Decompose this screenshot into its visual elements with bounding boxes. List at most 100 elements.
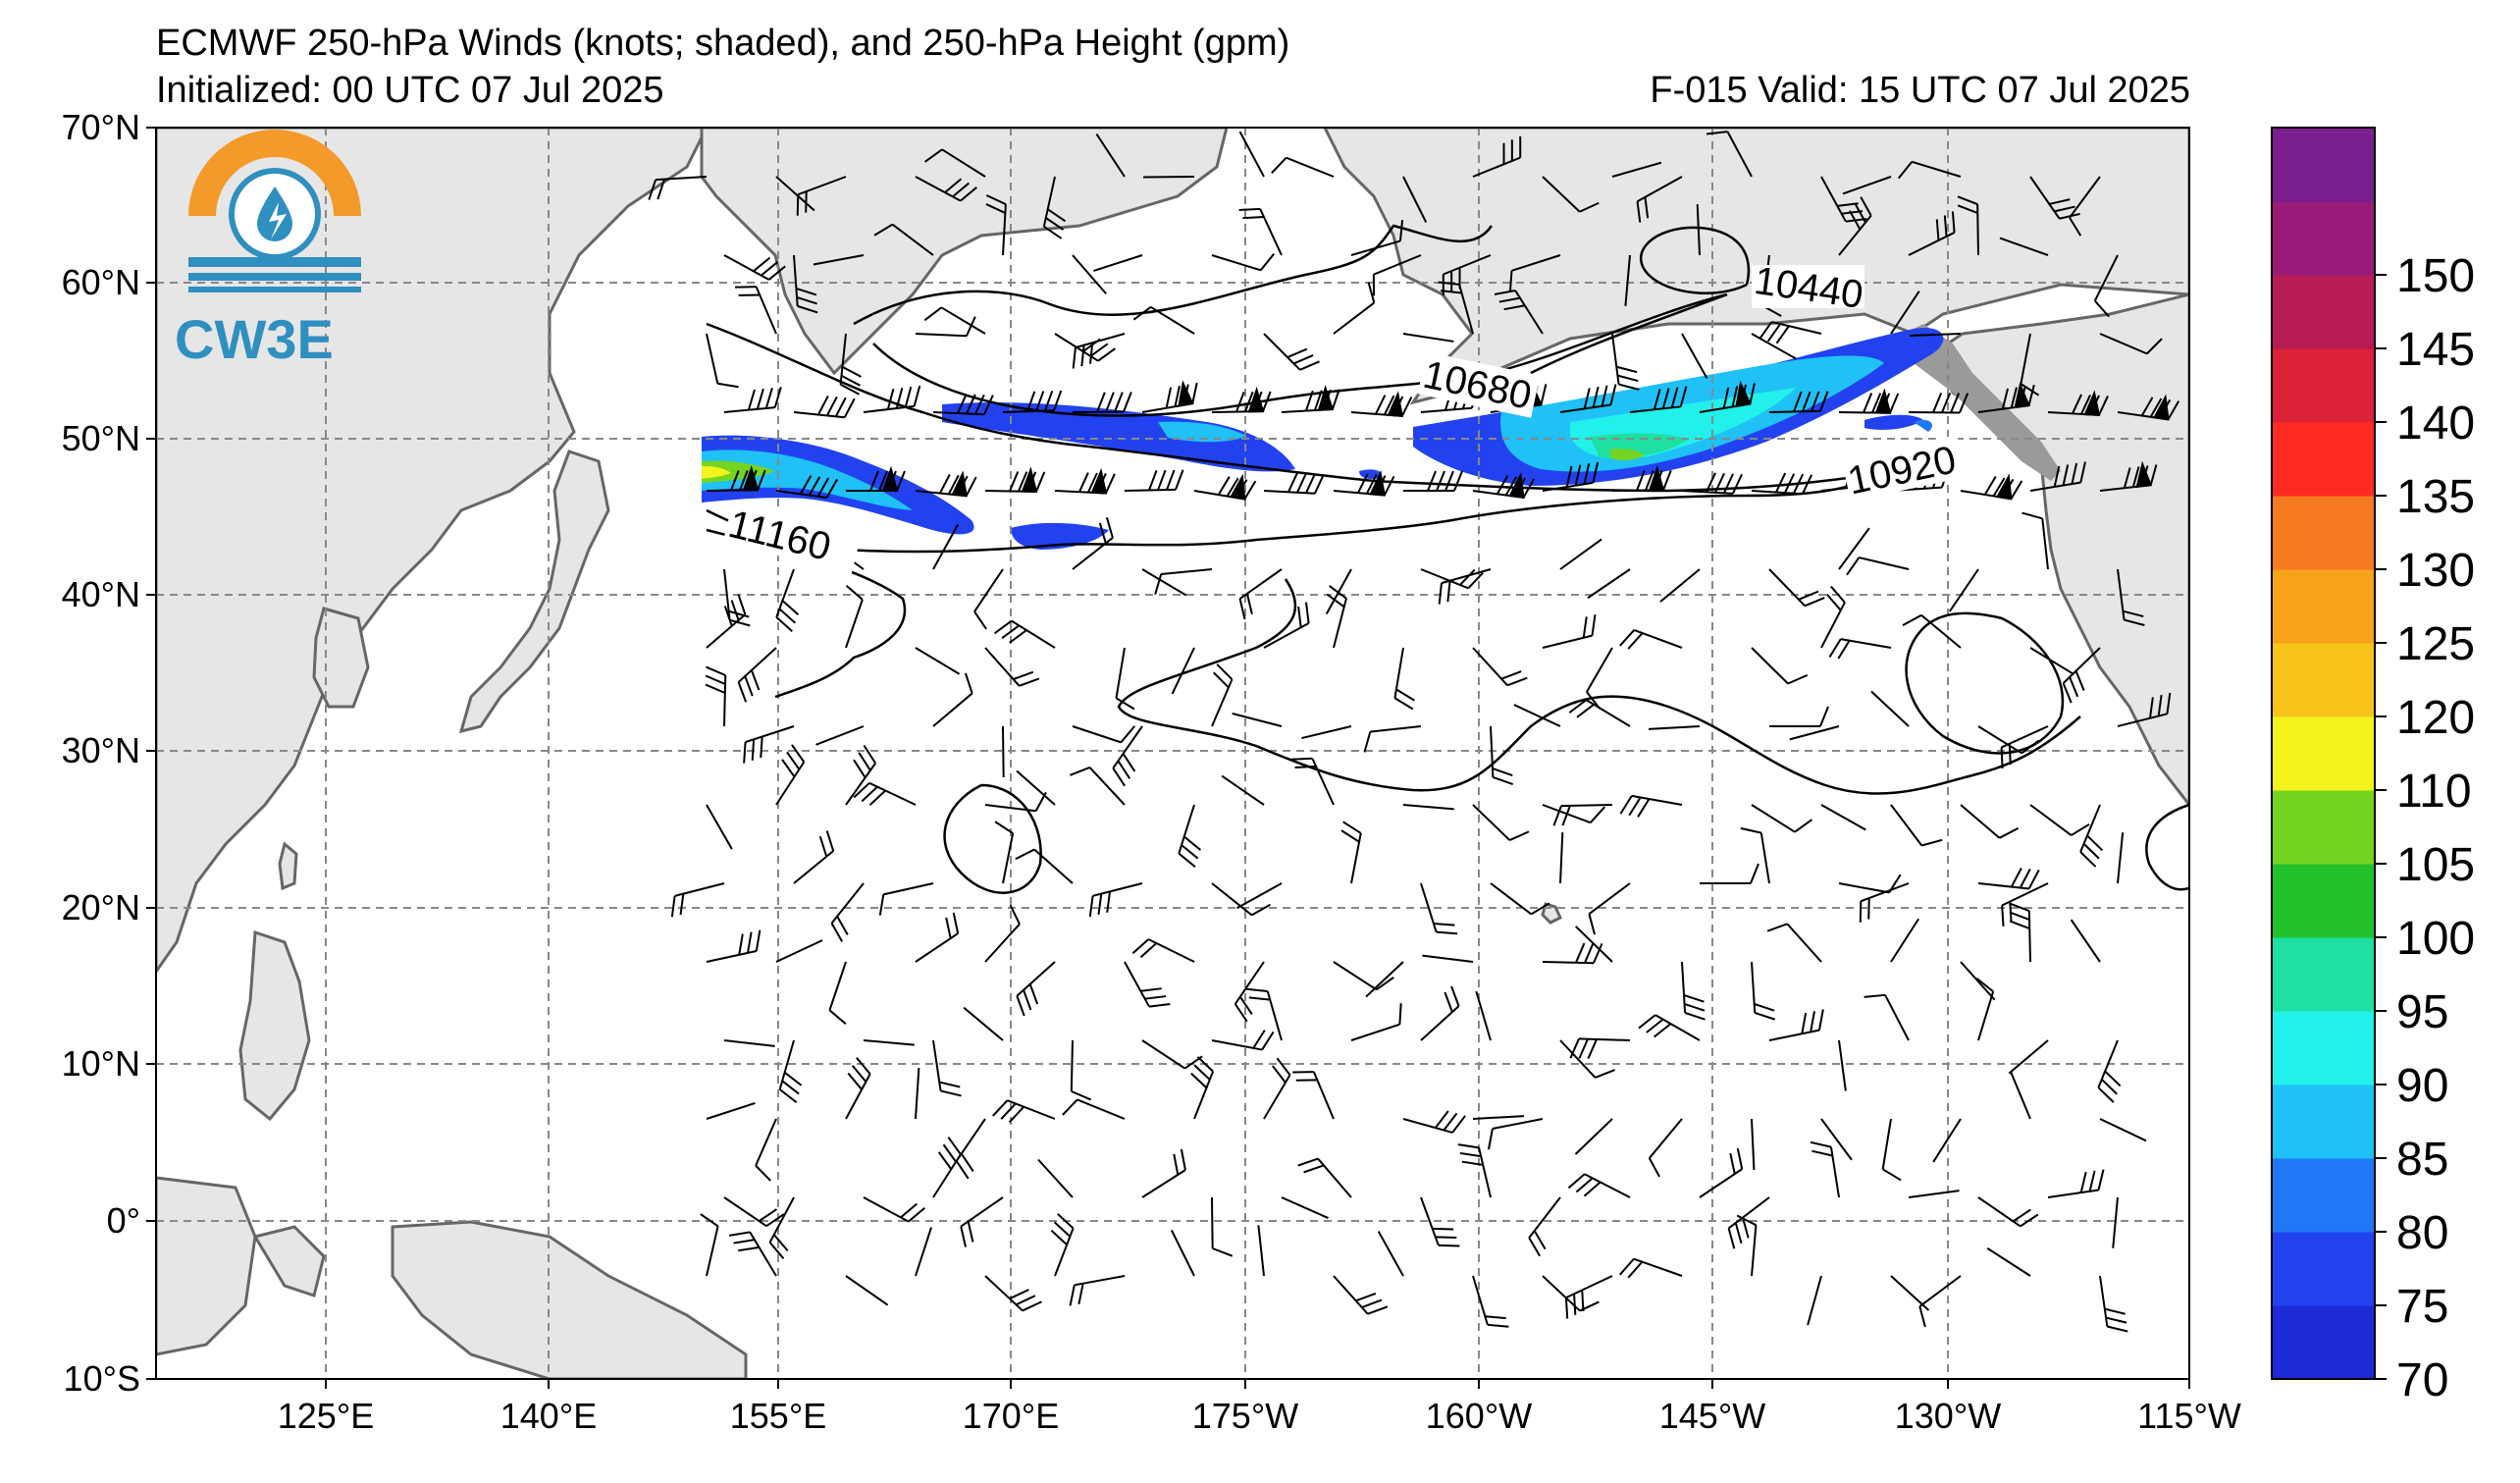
wind-barb [1619,629,1683,650]
wind-barb [2020,333,2040,397]
wind-barb [1297,1157,1352,1198]
wind-barb [1131,938,1195,963]
wind-barb [1681,333,1708,379]
wind-barb [1062,1098,1126,1120]
wind-barb [2117,568,2145,626]
wind-barb [1986,1247,2031,1277]
wind-barb [1238,207,1283,256]
colorbar-tick-label: 125 [2396,618,2475,670]
wind-barb [2010,1071,2031,1120]
wind-barb [1838,388,1900,414]
wind-barb [1559,384,1617,413]
wind-barb [1727,1196,1770,1249]
lat-label: 10°N [62,1043,140,1084]
lat-label: 60°N [62,262,140,302]
wind-barb [1333,961,1394,991]
wind-barb [845,1057,871,1120]
wind-barb [1542,614,1597,649]
wind-barb [1271,156,1335,178]
wind-barb [923,306,986,335]
wind-barb [1072,725,1136,744]
wind-barb [1069,1275,1126,1306]
wind-barb [706,929,761,963]
wind-barb [1789,725,1840,741]
wind-barb [768,1196,795,1260]
wind-barb [670,882,725,918]
wind-barb [2099,460,2158,492]
wind-barb [1624,254,1631,306]
colorbar-segment [2272,1305,2375,1380]
wind-barb [1372,254,1422,296]
wind-barb [1842,176,1892,195]
colorbar-segment [2272,1011,2375,1086]
wind-barb [1681,961,1706,1021]
wind-barb [1211,663,1234,727]
wind-barb [1072,254,1107,294]
wind-barb [1957,195,1979,256]
wind-barb [923,148,986,178]
lon-label: 170°E [963,1396,1059,1436]
wind-barb [1977,868,2040,890]
wind-barb [1696,204,1701,256]
wind-barb [1768,706,1829,728]
wind-barb [915,912,960,963]
wind-barb [755,1118,777,1182]
wind-barb [1768,391,1829,413]
wind-barb [2099,333,2163,355]
wind-barb [1706,131,1753,178]
wind-barb [1402,804,1454,811]
land-mass [238,929,311,1122]
wind-barb [1574,926,1613,963]
wind-barb [1170,1229,1195,1277]
wind-barb [1042,176,1067,239]
wind-barb [1050,1213,1075,1277]
wind-barb [915,1227,932,1277]
wind-barb [915,470,977,498]
wind-barb [815,725,865,746]
wind-barb [1420,882,1458,935]
wind-barb [1820,1118,1853,1161]
colorbar-segment [2272,1158,2375,1233]
colorbar-segment [2272,348,2375,423]
wind-barb [1363,725,1422,753]
wind-barb [2029,461,2086,492]
wind-barb [1232,712,1283,727]
lon-label: 115°W [2137,1396,2241,1436]
wind-barb [2117,832,2125,884]
wind-barb [984,466,1046,493]
wind-barb [828,961,847,1026]
wind-barb [2097,1039,2122,1103]
wind-barb [1820,804,1866,831]
colorbar-tick-label: 80 [2396,1207,2448,1259]
wind-barb [1326,585,1347,649]
wind-barb [1070,767,1126,806]
wind-barb [1402,1110,1466,1134]
wind-barb [1828,638,1892,660]
wind-barb [1490,882,1550,916]
wind-barb [1402,470,1463,493]
wind-barb [932,394,994,416]
valid-time: F-015 Valid: 15 UTC 07 Jul 2025 [1650,70,2190,111]
colorbar-tick-label: 130 [2396,545,2475,597]
wind-barb [1141,568,1187,597]
wind-barb [796,176,847,216]
wind-barb [775,176,815,212]
wind-barb [1559,538,1602,570]
wind-barb [830,882,865,942]
wind-barb [839,333,862,396]
wind-barb [728,1231,777,1277]
land-mass [391,1220,748,1379]
wind-barb [2008,1039,2049,1075]
colorbar-segment [2272,790,2375,865]
land-mass [278,841,298,891]
wind-barb [2029,647,2074,675]
wind-barb [1629,386,1688,413]
wind-barb [1870,690,1910,727]
lon-label: 130°W [1895,1396,2001,1436]
wind-barb [1751,647,1809,685]
wind-barb [1948,568,1979,612]
wind-barb [1301,725,1352,740]
wind-barb [1859,882,1910,923]
wind-barb [863,385,921,413]
wind-barb [1542,461,1600,492]
